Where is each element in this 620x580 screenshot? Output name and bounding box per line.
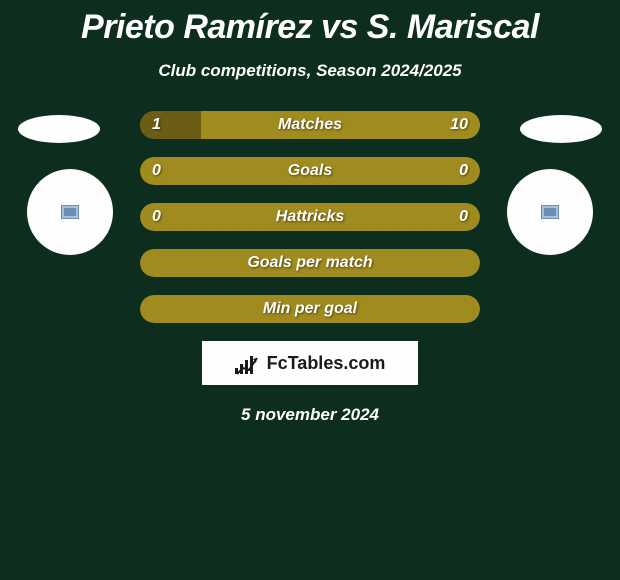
stat-row: 0 Hattricks 0 xyxy=(140,203,480,231)
fctables-icon xyxy=(235,352,263,374)
stat-left-value: 0 xyxy=(152,208,161,226)
stat-left-value: 0 xyxy=(152,162,161,180)
player-right-avatar xyxy=(507,169,593,255)
stat-label: Goals per match xyxy=(247,254,372,272)
stat-right-value: 10 xyxy=(450,116,468,134)
stat-left-value: 1 xyxy=(152,116,161,134)
stat-row: Min per goal xyxy=(140,295,480,323)
placeholder-icon xyxy=(541,205,559,219)
placeholder-icon xyxy=(61,205,79,219)
stat-label: Goals xyxy=(288,162,332,180)
stat-row: 1 Matches 10 xyxy=(140,111,480,139)
stat-label: Matches xyxy=(278,116,342,134)
stat-row: Goals per match xyxy=(140,249,480,277)
stat-right-value: 0 xyxy=(459,208,468,226)
logo-box: FcTables.com xyxy=(202,341,418,385)
date-label: 5 november 2024 xyxy=(0,405,620,425)
logo-text: FcTables.com xyxy=(267,353,386,374)
stat-bars: 1 Matches 10 0 Goals 0 0 Hattricks 0 Goals per ma… xyxy=(140,111,480,323)
player-right-ellipse xyxy=(520,115,602,143)
comparison-area: 1 Matches 10 0 Goals 0 0 Hattricks 0 Goals per ma… xyxy=(0,111,620,425)
page-title: Prieto Ramírez vs S. Mariscal xyxy=(0,0,620,47)
stat-right-value: 0 xyxy=(459,162,468,180)
stat-label: Hattricks xyxy=(276,208,344,226)
subtitle: Club competitions, Season 2024/2025 xyxy=(0,61,620,81)
player-left-avatar xyxy=(27,169,113,255)
player-left-ellipse xyxy=(18,115,100,143)
stat-label: Min per goal xyxy=(263,300,357,318)
stat-row: 0 Goals 0 xyxy=(140,157,480,185)
